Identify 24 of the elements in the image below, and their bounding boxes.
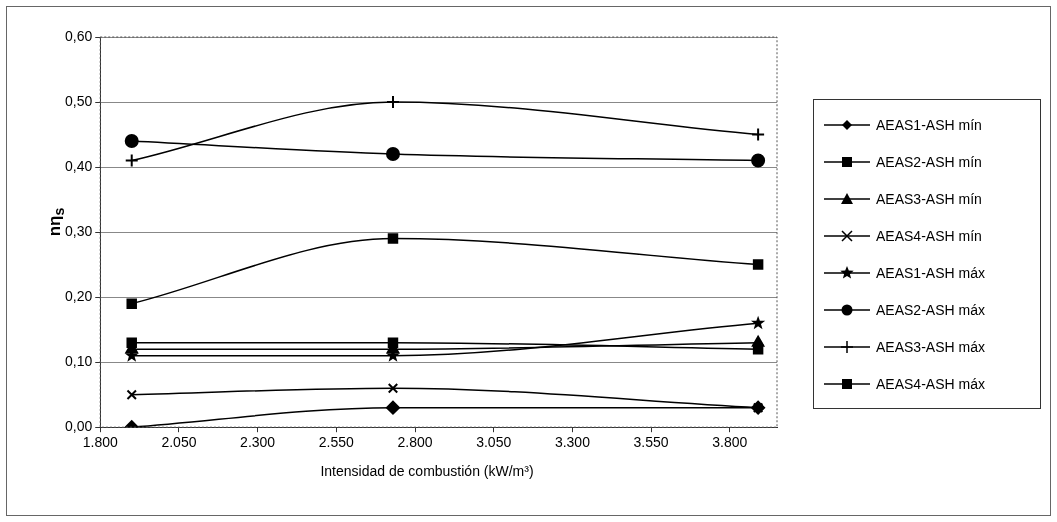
y-tick-label: 0,50 (65, 92, 93, 109)
x-tick-label: 3.800 (712, 434, 748, 451)
legend-label: AEAS3-ASH mín (876, 190, 982, 207)
x-tick-label: 2.550 (318, 434, 355, 451)
x-axis-title: Intensidad de combustión (kW/m³) (319, 463, 535, 479)
y-tick-label: 0,40 (65, 157, 93, 174)
legend-label: AEAS3-ASH máx (876, 338, 985, 355)
x-tick-label: 2.300 (240, 434, 276, 451)
x-tick-label: 3.550 (633, 434, 669, 451)
y-tick-label: 0,60 (65, 27, 93, 44)
legend-label: AEAS4-ASH mín (876, 227, 982, 244)
legend-label: AEAS2-ASH mín (876, 153, 982, 170)
x-tick-label: 2.050 (161, 434, 197, 451)
x-tick-label: 1.800 (82, 434, 118, 451)
y-tick-label: 0,00 (65, 418, 93, 435)
legend-label: AEAS1-ASH mín (876, 116, 982, 133)
legend-label: AEAS1-ASH máx (876, 264, 985, 281)
legend-label: AEAS2-ASH máx (876, 301, 985, 318)
y-tick-label: 0,20 (65, 287, 93, 304)
x-tick-label: 3.300 (554, 434, 591, 451)
x-tick-label: 3.050 (476, 434, 512, 451)
y-tick-label: 0,10 (65, 353, 93, 370)
legend-label: AEAS4-ASH máx (876, 375, 985, 392)
x-tick-label: 2.800 (397, 434, 433, 451)
